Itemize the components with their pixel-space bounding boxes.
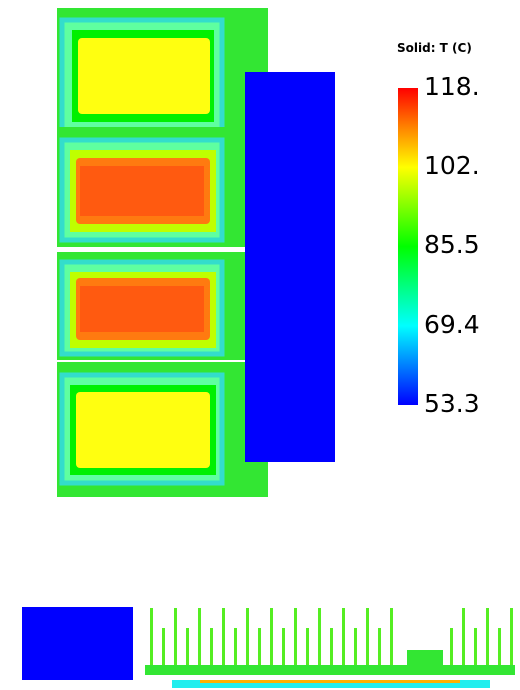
fin xyxy=(330,628,333,666)
fin xyxy=(450,628,453,666)
fin xyxy=(270,608,273,666)
fin xyxy=(510,608,513,666)
fin xyxy=(198,608,201,666)
fin xyxy=(246,608,249,666)
fin xyxy=(162,628,165,666)
base-plate xyxy=(145,665,515,675)
fin xyxy=(282,628,285,666)
fin xyxy=(342,608,345,666)
panel-2 xyxy=(57,127,245,247)
bump xyxy=(407,650,443,668)
fin xyxy=(462,608,465,666)
legend-label: 69.4 xyxy=(424,310,480,339)
fin xyxy=(498,628,501,666)
fin xyxy=(174,608,177,666)
color-bar xyxy=(398,88,418,405)
fin xyxy=(234,628,237,666)
fin xyxy=(486,608,489,666)
fin xyxy=(210,628,213,666)
fins xyxy=(150,608,513,666)
fin xyxy=(186,628,189,666)
panel-4 xyxy=(57,362,268,497)
panel-3 xyxy=(57,252,245,360)
fin xyxy=(378,628,381,666)
fin xyxy=(354,628,357,666)
fin xyxy=(474,628,477,666)
panel-1 xyxy=(57,8,268,140)
side-block xyxy=(22,607,133,680)
thermal-render: Solid: T (C) 118. 102. 85.5 69.4 53.3 xyxy=(0,0,520,690)
fin xyxy=(306,628,309,666)
legend-label: 118. xyxy=(424,72,480,101)
legend-title: Solid: T (C) xyxy=(397,41,472,55)
fin xyxy=(222,608,225,666)
fin xyxy=(258,628,261,666)
bottom-strip-hot xyxy=(200,680,460,683)
page: Solid: T (C) 118. 102. 85.5 69.4 53.3 ((… xyxy=(0,0,520,690)
heat-sink-block xyxy=(245,72,335,462)
fin xyxy=(318,608,321,666)
legend-label: 53.3 xyxy=(424,389,480,418)
fin xyxy=(294,608,297,666)
fin xyxy=(366,608,369,666)
legend-label: 85.5 xyxy=(424,230,480,259)
fin xyxy=(390,608,393,666)
fin xyxy=(150,608,153,666)
legend-label: 102. xyxy=(424,151,480,180)
